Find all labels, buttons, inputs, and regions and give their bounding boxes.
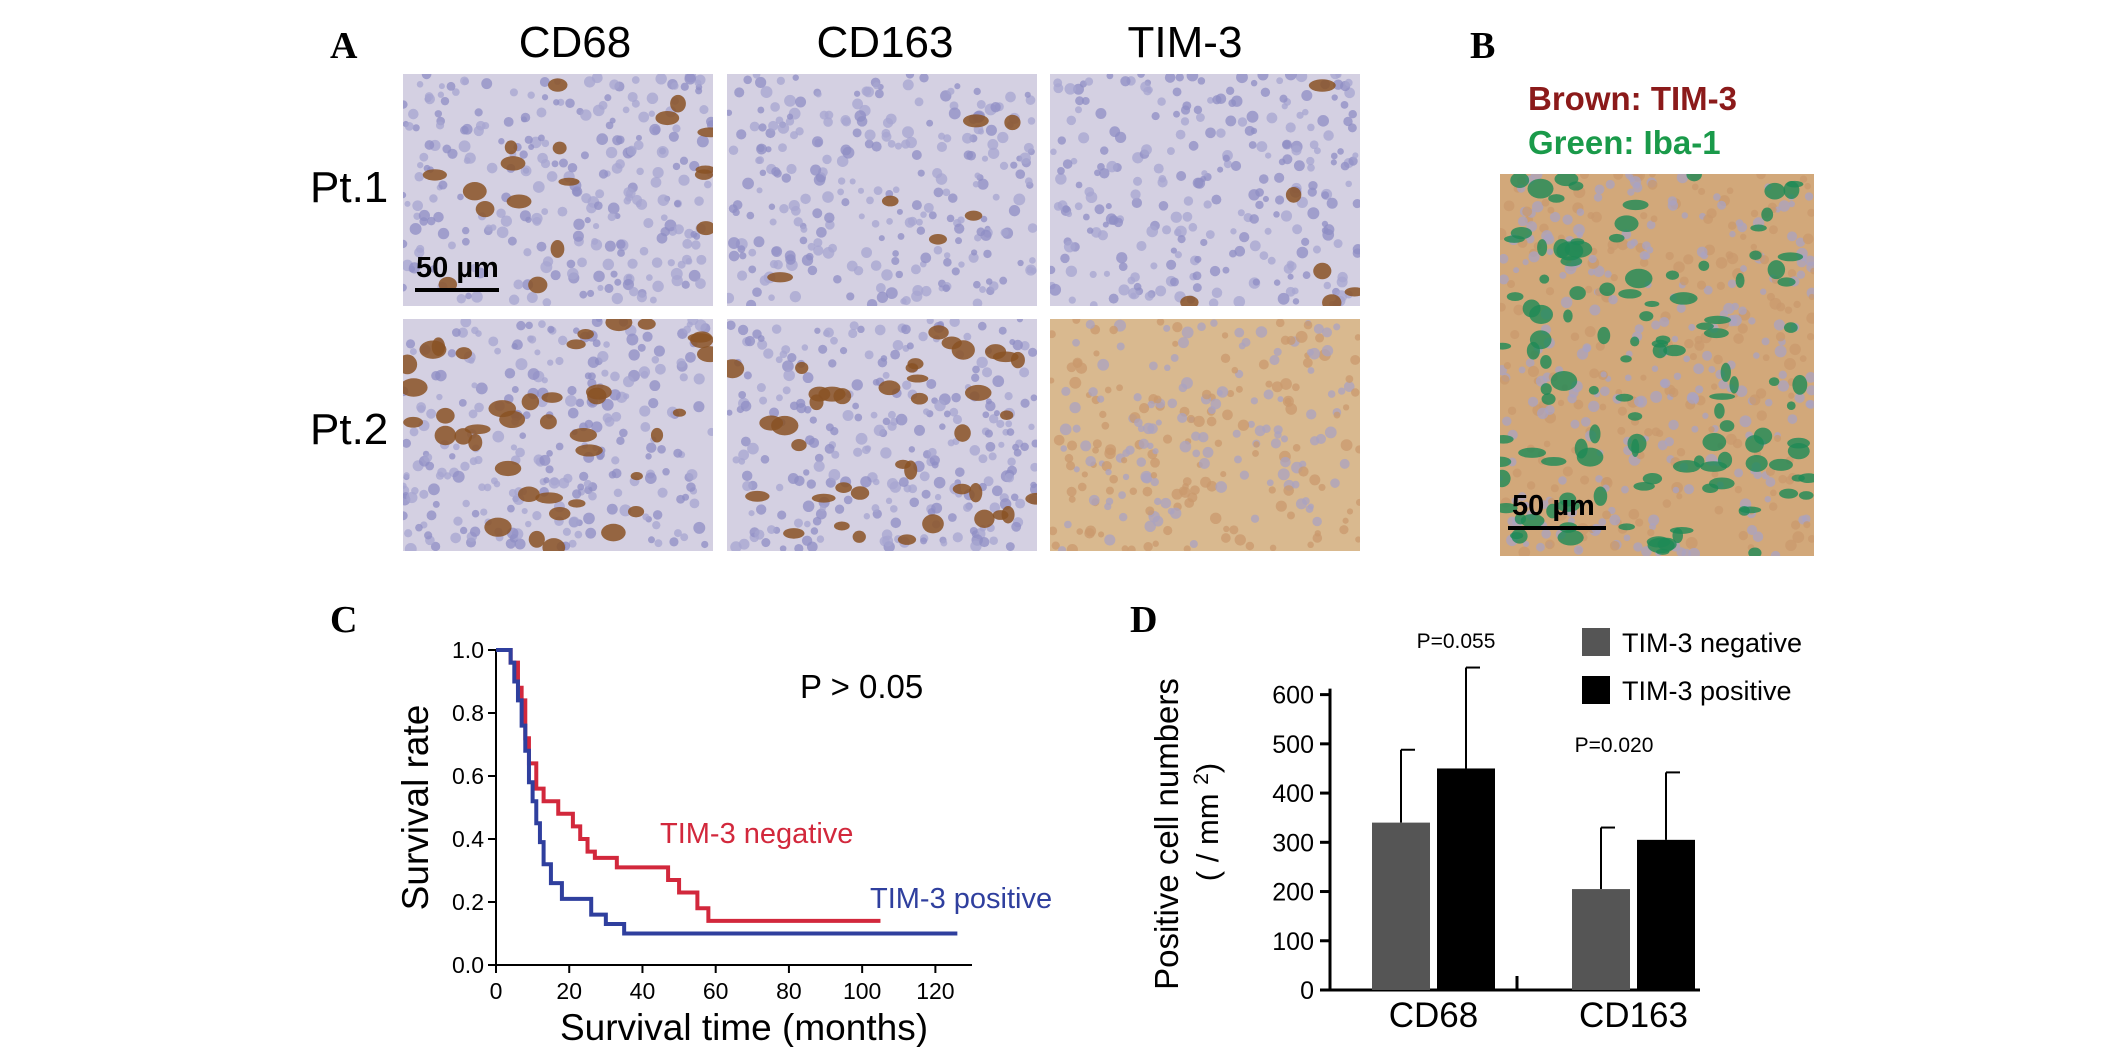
bar-category-label-1: CD163: [1579, 996, 1688, 1035]
panel-c-letter: C: [330, 599, 358, 641]
col-label-tim3: TIM-3: [1127, 18, 1243, 67]
survival-p-value: P > 0.05: [800, 668, 923, 705]
bar-legend-swatch-1: [1582, 676, 1610, 704]
micrograph-pt1-tim3: [1050, 74, 1360, 306]
bar-cd68-negative: [1372, 822, 1430, 990]
bar-legend-label-1: TIM-3 positive: [1622, 676, 1792, 706]
survival-label-positive: TIM-3 positive: [870, 883, 1052, 915]
micrograph-double-stain: [1500, 174, 1814, 556]
col-label-cd163: CD163: [816, 18, 954, 67]
scalebar-a: [415, 288, 499, 292]
survival-x-tick-label-4: 80: [776, 978, 802, 1004]
row-label-pt2: Pt.2: [310, 405, 389, 454]
survival-x-tick-label-3: 60: [703, 978, 729, 1004]
panel-d-letter: D: [1130, 599, 1158, 641]
bar-p-value-cd68: P=0.055: [1417, 630, 1496, 653]
bar-y-tick-label-1: 100: [1272, 928, 1314, 956]
col-label-cd68: CD68: [518, 18, 632, 67]
legend-brown-tim3: Brown: TIM-3: [1528, 80, 1737, 117]
survival-y-tick-label-1: 0.2: [452, 889, 484, 915]
survival-y-axis-label: Survival rate: [395, 705, 436, 911]
survival-y-tick-label-0: 0.0: [452, 952, 484, 978]
panel-b-letter: B: [1470, 25, 1496, 67]
survival-x-tick-label-6: 120: [916, 978, 954, 1004]
bar-category-label-0: CD68: [1389, 996, 1478, 1035]
bar-legend-swatch-0: [1582, 628, 1610, 656]
survival-x-tick-label-5: 100: [843, 978, 881, 1004]
survival-x-tick-label-1: 20: [556, 978, 582, 1004]
bar-cd68-positive: [1437, 768, 1495, 990]
bar-y-axis-unit: ( / mm 2): [1190, 763, 1225, 881]
bar-y-tick-label-6: 600: [1272, 682, 1314, 710]
bar-y-tick-label-4: 400: [1272, 780, 1314, 808]
bar-y-tick-label-2: 200: [1272, 879, 1314, 907]
micrograph-pt2-cd163: [727, 319, 1037, 551]
survival-curve-positive: [496, 648, 958, 936]
survival-curve-negative: [496, 648, 881, 923]
bar-y-tick-label-3: 300: [1272, 829, 1314, 857]
survival-y-tick-label-5: 1.0: [452, 637, 484, 663]
panel-a-letter: A: [330, 25, 358, 67]
bar-cd163-negative: [1572, 889, 1630, 990]
survival-x-axis-label: Survival time (months): [560, 1007, 928, 1047]
scalebar-label-b: 50 µm: [1512, 490, 1595, 522]
micrograph-pt2-cd68: [403, 319, 713, 551]
survival-y-tick-label-2: 0.4: [452, 826, 484, 852]
survival-y-tick-label-3: 0.6: [452, 763, 484, 789]
bar-cd163-positive: [1637, 839, 1695, 990]
row-label-pt1: Pt.1: [310, 163, 389, 212]
survival-x-tick-label-2: 40: [630, 978, 656, 1004]
survival-x-tick-label-0: 0: [490, 978, 503, 1004]
survival-y-tick-label-4: 0.8: [452, 700, 484, 726]
scalebar-label-a: 50 µm: [416, 252, 499, 284]
scalebar-b: [1508, 526, 1606, 530]
legend-green-iba1: Green: Iba-1: [1528, 124, 1721, 161]
bar-p-value-cd163: P=0.020: [1575, 734, 1654, 757]
micrograph-pt1-cd68: [403, 74, 713, 306]
bar-legend-label-0: TIM-3 negative: [1622, 628, 1802, 658]
micrograph-pt2-tim3: [1050, 319, 1360, 551]
survival-label-negative: TIM-3 negative: [660, 818, 853, 850]
bar-y-tick-label-5: 500: [1272, 731, 1314, 759]
bar-y-axis-label: Positive cell numbers: [1148, 678, 1185, 990]
bar-y-tick-label-0: 0: [1300, 977, 1314, 1005]
micrograph-pt1-cd163: [727, 74, 1037, 306]
